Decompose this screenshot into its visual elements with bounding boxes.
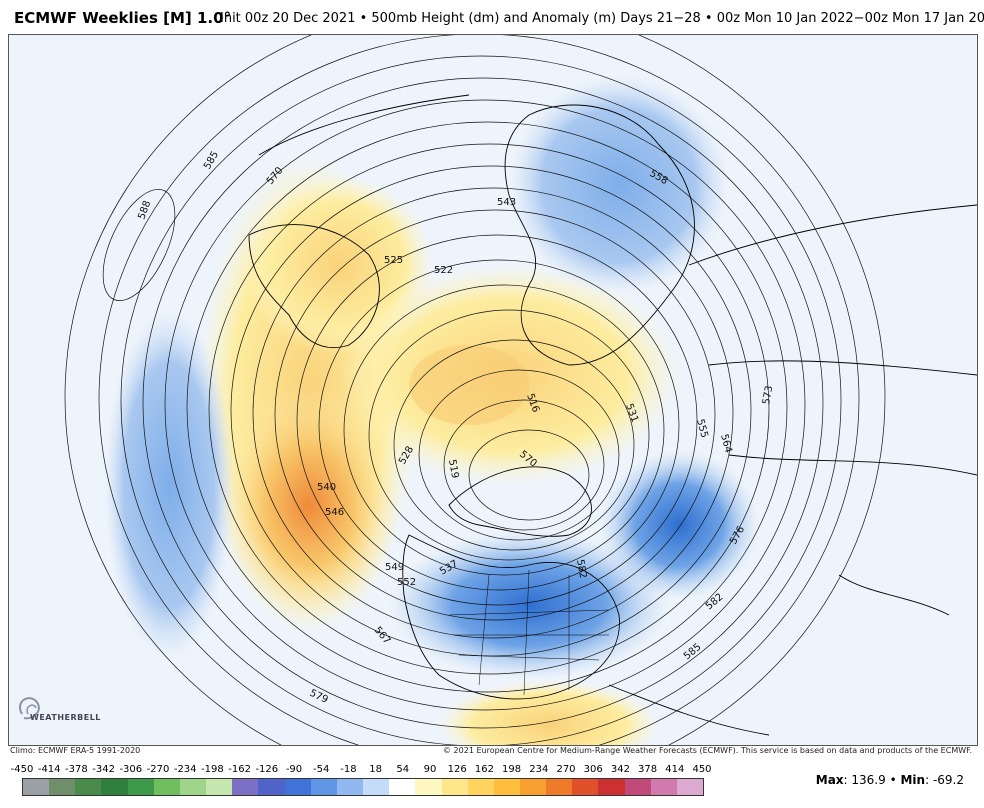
colorbar-label: -378: [65, 764, 88, 775]
max-label: Max: [815, 773, 844, 787]
colorbar-label: 270: [556, 764, 576, 775]
colorbar-label: 126: [447, 764, 467, 775]
contour-label: 543: [497, 197, 516, 208]
colorbar-segment: [519, 779, 547, 795]
chart-subtitle: Init 00z 20 Dec 2021 • 500mb Height (dm)…: [220, 11, 984, 26]
colorbar-label: -54: [313, 764, 330, 775]
colorbar-segment: [23, 779, 50, 795]
colorbar-segment: [101, 779, 128, 795]
contour-label: 522: [434, 265, 453, 276]
colorbar-labels: -450 -414 -378 -342 -306 -270 -234 -198 -162 -126…: [11, 764, 712, 778]
contour-label: 573: [761, 385, 775, 406]
title-bar: ECMWF Weeklies [M] 1.0° Init 00z 20 Dec …: [0, 0, 984, 34]
colorbar-label: 378: [638, 764, 658, 775]
colorbar-label: 234: [529, 764, 549, 775]
contour-label: 555: [694, 418, 710, 439]
colorbar-label: -270: [146, 764, 170, 775]
climo-note: Climo: ECMWF ERA-5 1991-2020: [10, 746, 141, 755]
colorbar-label: 54: [396, 764, 410, 775]
chart-title: ECMWF Weeklies [M] 1.0°: [14, 9, 232, 27]
copyright-note: © 2021 European Centre for Medium-Range …: [443, 746, 972, 755]
colorbar-segment: [310, 779, 337, 795]
colorbar-segment: [153, 779, 180, 795]
contour-label: 582: [574, 559, 588, 580]
colorbar-segment: [363, 779, 390, 795]
colorbar: [22, 778, 704, 796]
colorbar-segment: [389, 779, 416, 795]
colorbar-segment: [572, 779, 599, 795]
colorbar-segment: [493, 779, 520, 795]
colorbar-segment: [284, 779, 311, 795]
colorbar-label: 198: [502, 764, 522, 775]
colorbar-segment: [179, 779, 207, 795]
height-contours: [64, 35, 886, 745]
colorbar-label: -414: [37, 764, 61, 775]
colorbar-segment: [467, 779, 494, 795]
colorbar-segment: [258, 779, 285, 795]
colorbar-label: -126: [255, 764, 279, 775]
colorbar-segment: [650, 779, 677, 795]
stats-readout: Max: 136.9 • Min: -69.2: [815, 773, 964, 787]
max-value: 136.9: [851, 773, 886, 787]
contour-label: 564: [718, 433, 734, 454]
colorbar-label: -90: [285, 764, 303, 775]
contour-label: 540: [317, 482, 336, 493]
colorbar-label: -342: [92, 764, 115, 775]
colorbar-segment: [127, 779, 154, 795]
contour-label: 552: [397, 577, 416, 588]
state-borders: [448, 569, 610, 696]
colorbar-label: -18: [340, 764, 357, 775]
colorbar-segment: [441, 779, 468, 795]
colorbar-label: -162: [228, 764, 251, 775]
colorbar-label: 450: [692, 764, 712, 775]
colorbar-label: 342: [610, 764, 630, 775]
colorbar-segment: [75, 779, 102, 795]
min-value: -69.2: [932, 773, 964, 787]
colorbar-segment: [336, 779, 364, 795]
colorbar-label: -234: [173, 764, 197, 775]
contour-label: 546: [325, 507, 344, 518]
colorbar-segment: [624, 779, 651, 795]
height-anomaly-map: 585 570 588 543 558 525 522 516 531 555 …: [9, 35, 977, 745]
contour-label: 549: [385, 562, 404, 573]
anomaly-shading: [104, 75, 759, 745]
colorbar-label: 414: [665, 764, 685, 775]
colorbar-label: 18: [369, 764, 382, 775]
colorbar-label: -450: [10, 764, 34, 775]
colorbar-label: -306: [119, 764, 143, 775]
colorbar-segment: [415, 779, 442, 795]
colorbar-segment: [598, 779, 625, 795]
colorbar-label: -198: [201, 764, 224, 775]
contour-label: 519: [446, 459, 460, 480]
colorbar-label: 306: [583, 764, 603, 775]
map-panel[interactable]: 585 570 588 543 558 525 522 516 531 555 …: [8, 34, 978, 746]
weatherbell-logo: [19, 697, 40, 720]
logo-text: WEATHERBELL: [30, 713, 101, 722]
contour-label: 525: [384, 255, 403, 266]
colorbar-segment: [232, 779, 259, 795]
colorbar-segment: [676, 779, 704, 795]
colorbar-segment: [49, 779, 76, 795]
colorbar-label: 90: [423, 764, 437, 775]
colorbar-label: 162: [474, 764, 494, 775]
colorbar-segment: [546, 779, 573, 795]
min-label: Min: [900, 773, 926, 787]
colorbar-segment: [206, 779, 233, 795]
coastlines: [248, 94, 977, 736]
